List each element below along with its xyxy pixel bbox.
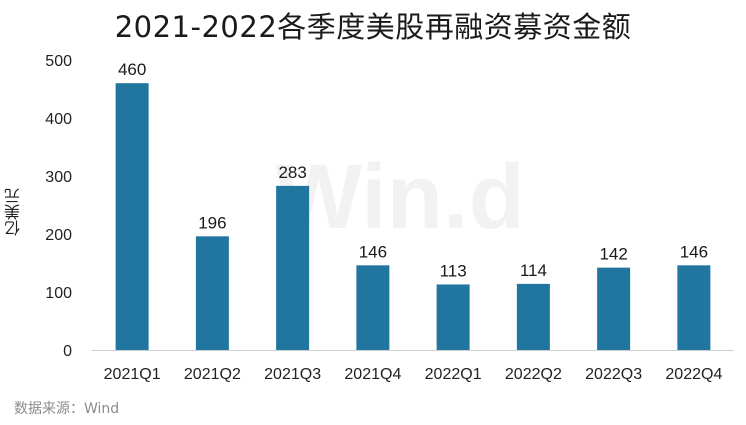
x-tick-label: 2022Q3 [585,366,642,383]
data-label: 460 [118,60,146,79]
y-tick-label: 500 [45,53,72,70]
source-note: 数据来源：Wind [14,401,120,417]
y-tick-label: 100 [45,285,72,302]
bar-2022Q1 [436,284,470,350]
x-tick-label: 2022Q2 [505,366,562,383]
y-tick-label: 200 [45,227,72,244]
y-tick-label: 0 [63,343,72,360]
x-tick-label: 2022Q4 [665,366,722,383]
data-label: 196 [198,213,226,232]
data-label: 142 [599,245,627,264]
y-tick-label: 300 [45,169,72,186]
bar-2021Q4 [356,265,390,350]
x-tick-label: 2021Q2 [184,366,241,383]
data-label: 283 [278,163,306,182]
bar-2021Q3 [276,185,310,350]
y-axis: 0 100 200 300 400 500 [45,53,72,360]
bar-series [115,83,711,350]
data-label: 146 [680,242,708,261]
bar-2021Q2 [195,236,229,350]
data-label: 114 [520,261,547,280]
bar-2021Q1 [115,83,149,350]
x-tick-label: 2021Q1 [104,366,161,383]
watermark: Win.d [275,146,525,248]
data-label: 146 [359,242,387,261]
bar-2022Q2 [516,283,550,350]
x-tick-label: 2022Q1 [425,366,482,383]
bar-2022Q3 [597,267,631,350]
chart-title: 2021-2022各季度美股再融资募资金额 [114,10,632,44]
x-axis: 2021Q1 2021Q2 2021Q3 2021Q4 2022Q1 2022Q2 2022… [92,350,734,383]
y-tick-label: 400 [45,111,72,128]
x-tick-label: 2021Q3 [264,366,321,383]
data-labels: 460 196 283 146 113 114 142 146 [118,60,708,280]
bar-2022Q4 [677,265,711,350]
data-label: 113 [440,261,467,280]
x-tick-label: 2021Q4 [344,366,401,383]
